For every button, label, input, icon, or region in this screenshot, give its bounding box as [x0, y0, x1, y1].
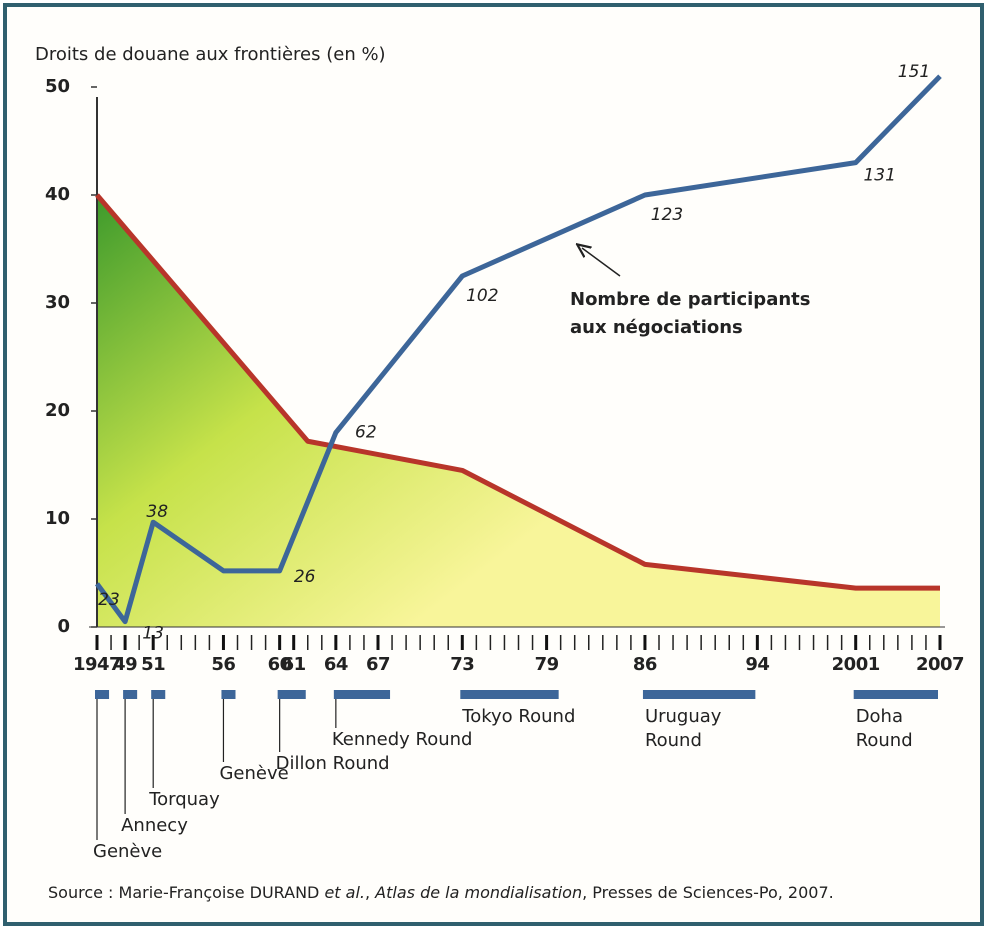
point-label: 38: [146, 502, 168, 522]
point-label: 13: [142, 624, 164, 644]
series-line: [94, 74, 942, 625]
x-tick-label: 2007: [916, 654, 964, 675]
point-label: 151: [898, 62, 930, 82]
source: Source : Marie-Françoise DURAND et al. , …: [48, 883, 834, 902]
x-tick-label: 61: [282, 654, 306, 675]
x-tick-label: 49: [113, 654, 137, 675]
round-label: Genève: [219, 763, 288, 784]
point-label: 131: [863, 166, 895, 186]
annotation-arrow: [582, 248, 621, 277]
source-part: , Presses de Sciences-Po, 2007.: [582, 883, 834, 902]
round-bar: [277, 690, 306, 699]
round-label: Kennedy Round: [332, 729, 473, 750]
y-tick-label: 50: [45, 76, 70, 97]
y-tick-label: 10: [45, 508, 70, 529]
point-label: 23: [98, 590, 120, 610]
x-tick-label: 79: [535, 654, 559, 675]
x-tick-label: 1947: [73, 654, 121, 675]
y-tick-label: 30: [45, 292, 70, 313]
x-tick-label: 2001: [832, 654, 880, 675]
y-tick-label: 20: [45, 400, 70, 421]
y-tick-label: 0: [57, 616, 70, 637]
y-axis-title: Droits de douane aux frontières (en %): [35, 44, 386, 65]
round-bar: [221, 690, 236, 699]
x-tick-label: 64: [324, 654, 348, 675]
source-part: ,: [365, 883, 375, 902]
x-tick-label: 56: [211, 654, 235, 675]
source-part: Source : Marie-Françoise DURAND: [48, 883, 324, 902]
x-tick-label: 60: [268, 654, 292, 675]
round-bar: [460, 690, 559, 699]
round-label: Doha: [856, 706, 903, 727]
round-bar: [642, 690, 756, 699]
round-label: Round: [645, 730, 702, 751]
round-bar: [95, 690, 110, 699]
round-label: Torquay: [148, 789, 220, 810]
series-line: [95, 193, 940, 591]
x-tick-label: 86: [633, 654, 657, 675]
source-part: et al.: [324, 883, 365, 902]
round-label: Tokyo Round: [461, 706, 575, 727]
series-annotation: aux négociations: [570, 317, 743, 338]
round-bar: [853, 690, 938, 699]
round-label: Genève: [93, 841, 162, 862]
point-label: 26: [294, 567, 316, 587]
round-bar: [123, 690, 138, 699]
y-tick-label: 40: [45, 184, 70, 205]
point-label: 62: [355, 423, 377, 443]
round-label: Uruguay: [645, 706, 722, 727]
round-bar: [333, 690, 391, 699]
area: [97, 195, 940, 627]
x-tick-label: 94: [745, 654, 769, 675]
series-annotation: Nombre de participants: [570, 289, 810, 310]
round-label: Round: [856, 730, 913, 751]
x-tick-label: 51: [141, 654, 165, 675]
round-label: Annecy: [121, 815, 188, 836]
point-label: 102: [466, 286, 498, 306]
source-part: Atlas de la mondialisation: [374, 883, 582, 902]
x-tick-label: 73: [450, 654, 474, 675]
round-label: Dillon Round: [276, 753, 390, 774]
round-bar: [151, 690, 166, 699]
point-label: 123: [651, 205, 683, 225]
x-tick-label: 67: [366, 654, 390, 675]
